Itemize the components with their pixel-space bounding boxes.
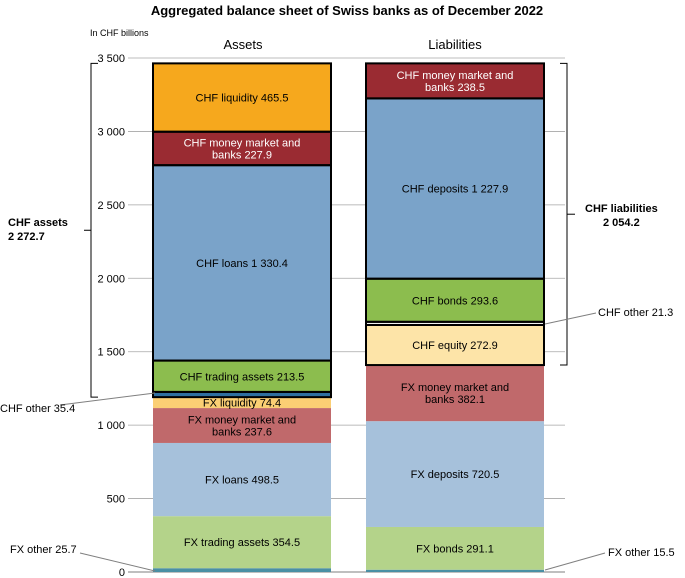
- callout-liabilities-chf-other: CHF other 21.3: [598, 307, 673, 319]
- y-tick-label: 3 500: [97, 53, 125, 65]
- chf-segment-outline: [152, 62, 332, 133]
- segment-label: CHF trading assets 213.5: [180, 371, 305, 383]
- bar-segment-liabilities-chf-money-market-and-banks: [366, 63, 544, 99]
- bar-segment-liabilities-fx-deposits: [366, 421, 544, 527]
- chart-title: Aggregated balance sheet of Swiss banks …: [151, 3, 543, 18]
- y-tick-label: 2 500: [97, 200, 125, 212]
- y-tick-label: 2 000: [97, 273, 125, 285]
- bar-segment-assets-fx-other: [153, 568, 331, 572]
- y-tick-label: 1 000: [97, 420, 125, 432]
- bar-segment-liabilities-chf-deposits: [366, 98, 544, 279]
- segment-label: FX deposits 720.5: [411, 469, 500, 481]
- segment-label: CHF deposits 1 227.9: [402, 184, 508, 196]
- bar-segment-assets-fx-trading-assets: [153, 516, 331, 569]
- bar-segment-assets-chf-liquidity: [153, 63, 331, 132]
- y-tick-label: 1 500: [97, 347, 125, 359]
- bar-segment-liabilities-fx-money-market-and-banks: [366, 365, 544, 422]
- bar-segment-liabilities-chf-other: [366, 321, 544, 325]
- bar-segment-liabilities-chf-bonds: [366, 278, 544, 322]
- chf-segment-outline: [365, 62, 545, 100]
- bar-segment-liabilities-chf-equity: [366, 324, 544, 366]
- segment-label: FX liquidity 74.4: [203, 398, 281, 410]
- segment-label: FX loans 498.5: [205, 475, 279, 487]
- segment-label: FX money market and banks 237.6: [188, 415, 296, 439]
- bar-segment-assets-chf-money-market-and-banks: [153, 131, 331, 166]
- segment-label: CHF equity 272.9: [412, 340, 498, 352]
- segment-label: CHF liquidity 465.5: [196, 93, 289, 105]
- chf-assets-total-value: 2 272.7: [8, 231, 45, 243]
- segment-label: CHF money market and banks 227.9: [184, 137, 301, 161]
- annotations: CHF assets 2 272.7 CHF liabilities 2 054.2 C…: [0, 62, 675, 572]
- segment-label: CHF bonds 293.6: [412, 295, 498, 307]
- bar-segment-assets-fx-liquidity: [153, 397, 331, 409]
- category-label-assets: Assets: [223, 37, 263, 52]
- bar-segment-assets-fx-money-market-and-banks: [153, 408, 331, 443]
- bar-segment-assets-chf-trading-assets: [153, 360, 331, 392]
- chf-assets-total-label: CHF assets: [8, 217, 68, 229]
- callout-assets-fx-other: FX other 25.7: [10, 544, 77, 556]
- y-tick-label: 0: [119, 567, 125, 578]
- segment-label: CHF money market and banks 238.5: [397, 70, 514, 94]
- bar-segment-assets-fx-loans: [153, 442, 331, 517]
- chf-liabilities-total-label: CHF liabilities: [585, 203, 658, 215]
- segment-label: FX trading assets 354.5: [184, 537, 300, 549]
- callout-assets-chf-other: CHF other 35.4: [0, 403, 75, 415]
- segment-label: CHF loans 1 330.4: [196, 258, 288, 270]
- unit-label: In CHF billions: [90, 28, 149, 38]
- segment-label: FX bonds 291.1: [416, 543, 494, 555]
- category-label-liabilities: Liabilities: [428, 37, 482, 52]
- bar-segment-assets-chf-loans: [153, 165, 331, 361]
- bar-segment-liabilities-fx-bonds: [366, 526, 544, 570]
- stacked-bars: FX trading assets 354.5 FX loans 498.5 FX …: [152, 62, 545, 572]
- segment-label: FX money market and banks 382.1: [401, 382, 509, 406]
- bar-segment-liabilities-fx-other: [366, 569, 544, 572]
- callout-liabilities-fx-other: FX other 15.5: [608, 547, 675, 559]
- y-tick-label: 500: [107, 494, 125, 506]
- chf-liabilities-total-value: 2 054.2: [603, 217, 640, 229]
- y-tick-label: 3 000: [97, 126, 125, 138]
- bar-segment-assets-chf-other: [153, 391, 331, 398]
